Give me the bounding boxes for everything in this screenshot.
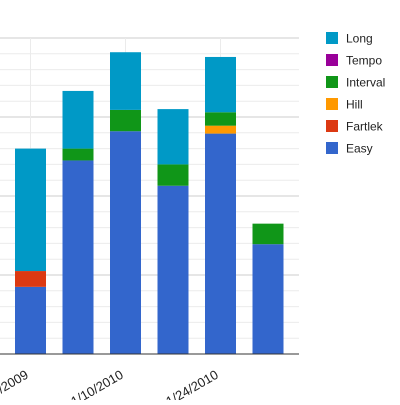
bar-segment-easy — [205, 133, 236, 354]
x-tick-label: 1/10/2010 — [68, 367, 126, 400]
bar-segment-interval — [110, 109, 141, 132]
bar-segment-interval — [205, 112, 236, 126]
legend-label: Tempo — [346, 54, 382, 68]
legend-label: Easy — [346, 142, 373, 156]
legend-swatch — [326, 120, 338, 132]
bar-segment-easy — [157, 185, 189, 354]
legend-swatch — [326, 142, 338, 154]
bar-segment-long — [62, 90, 94, 149]
bar-segment-easy — [110, 131, 141, 354]
bar-segment-fartlek — [15, 271, 46, 287]
legend-item: Hill — [326, 98, 363, 112]
bar-segment-interval — [157, 164, 189, 186]
legend-label: Long — [346, 32, 373, 46]
x-axis: /2009 1/10/2010 1/24/2010 — [0, 353, 299, 405]
bar-segment-easy — [62, 160, 94, 354]
bars — [15, 52, 284, 354]
bar-segment-long — [15, 148, 46, 272]
legend-swatch — [326, 54, 338, 66]
bar-segment-interval — [252, 223, 284, 245]
bar-segment-easy — [15, 286, 46, 354]
legend-item: Interval — [326, 76, 385, 90]
legend-label: Hill — [346, 98, 363, 112]
legend-label: Interval — [346, 76, 385, 90]
bar-segment-easy — [252, 244, 284, 354]
legend-swatch — [326, 98, 338, 110]
legend-label: Fartlek — [346, 120, 384, 134]
legend-swatch — [326, 76, 338, 88]
legend-swatch — [326, 32, 338, 44]
bar-segment-long — [157, 109, 189, 165]
bar-segment-long — [205, 56, 236, 113]
x-tick-label: 1/24/2010 — [163, 367, 221, 400]
legend-item: Long — [326, 32, 373, 46]
bar-segment-interval — [62, 148, 94, 161]
x-tick-label: /2009 — [0, 367, 31, 396]
legend: Long Tempo Interval Hill Fartlek Easy — [326, 32, 385, 156]
legend-item: Tempo — [326, 54, 382, 68]
legend-item: Fartlek — [326, 120, 384, 134]
bar-segment-hill — [205, 125, 236, 134]
bar-segment-long — [110, 52, 141, 110]
legend-item: Easy — [326, 142, 373, 156]
